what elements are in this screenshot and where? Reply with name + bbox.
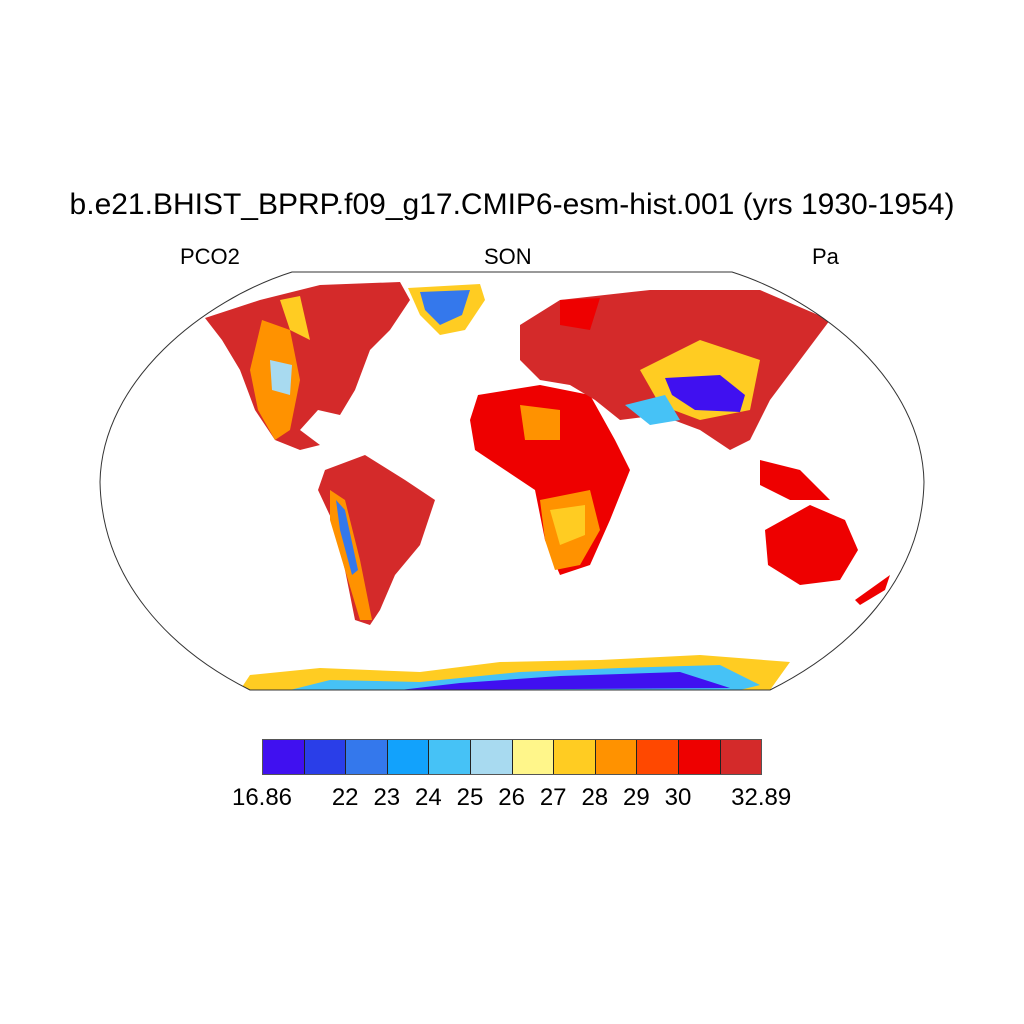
colorbar-box: [263, 740, 305, 774]
colorbar-box: [470, 740, 513, 774]
colorbar-box: [346, 740, 388, 774]
colorbar-tick-label: 32.89: [731, 784, 792, 811]
south-america: [318, 455, 435, 625]
colorbar-tick-label: 28: [581, 784, 609, 811]
colorbar-tick-label: 26: [498, 784, 525, 811]
plot-title: b.e21.BHIST_BPRP.f09_g17.CMIP6-esm-hist.…: [69, 188, 955, 221]
colorbar-box: [304, 740, 347, 774]
colorbar-box: [512, 740, 555, 774]
colorbar-tick-label: 29: [623, 784, 650, 811]
colorbar-tick-label: 30: [664, 784, 692, 811]
colorbar: [262, 739, 763, 775]
colorbar-box: [429, 740, 471, 774]
colorbar-box: [554, 740, 596, 774]
north-america: [205, 282, 410, 450]
colorbar-box: [387, 740, 430, 774]
colorbar-tick-label: 25: [456, 784, 484, 811]
map-frame: [99, 271, 925, 691]
colorbar-box: [637, 740, 679, 774]
colorbar-tick-label: 16.86: [231, 784, 293, 811]
colorbar-tick-label: 23: [373, 784, 401, 811]
colorbar-tick-label: 27: [539, 784, 567, 811]
season-label: SON: [484, 244, 532, 269]
colorbar-box: [678, 740, 721, 774]
colorbar-tick-label: 24: [415, 784, 442, 811]
variable-label: PCO2: [180, 244, 240, 269]
colorbar-tick-label: 22: [331, 784, 359, 811]
colorbar-box: [595, 740, 638, 774]
australia: [765, 505, 858, 585]
units-label: Pa: [812, 244, 839, 269]
colorbar-box: [720, 740, 762, 774]
